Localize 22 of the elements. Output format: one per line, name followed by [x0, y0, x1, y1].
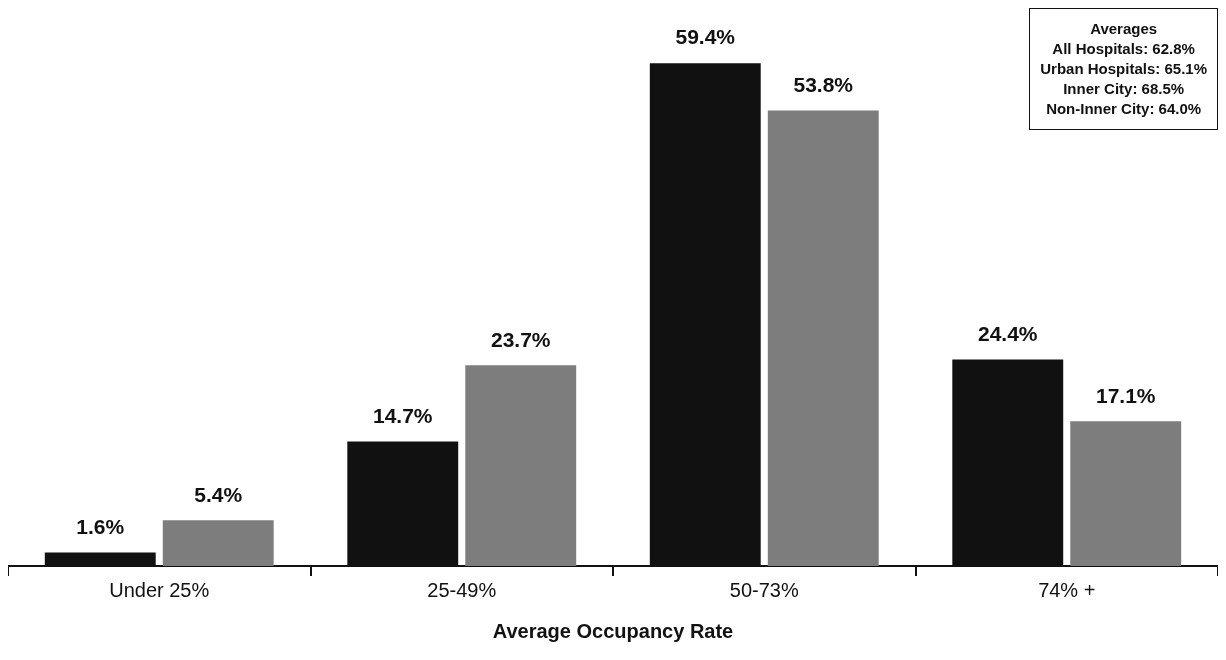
x-tick-label: 50-73%: [729, 578, 799, 601]
bar: [465, 365, 577, 566]
bar: [1070, 421, 1182, 566]
data-label: 5.4%: [194, 482, 243, 506]
x-axis-title: Average Occupancy Rate: [492, 619, 734, 642]
x-tick-label: Under 25%: [109, 578, 210, 601]
x-tick-label: 74% +: [1038, 578, 1096, 601]
x-tick-label: 25-49%: [427, 578, 497, 601]
data-label: 1.6%: [76, 514, 125, 538]
bar: [767, 110, 879, 566]
data-label: 14.7%: [372, 403, 433, 427]
data-label: 17.1%: [1095, 383, 1156, 407]
data-label: 53.8%: [793, 72, 854, 96]
annotation: Non-Inner City: 64.0%: [1045, 99, 1203, 119]
text: All Hospitals: 62.8%: [1051, 39, 1196, 59]
bar: [162, 520, 274, 566]
data-label: 59.4%: [675, 25, 736, 49]
data-label: 24.4%: [977, 321, 1038, 345]
annotation: Urban Hospitals: 65.1%: [1040, 59, 1207, 79]
text: Averages: [1089, 19, 1159, 39]
annotation: Inner City: 68.5%: [1062, 79, 1186, 99]
data-label: 23.7%: [490, 327, 551, 351]
